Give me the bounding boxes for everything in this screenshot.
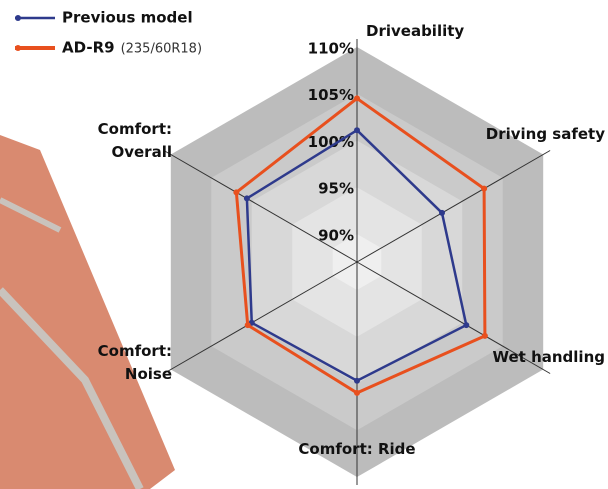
legend-marker [15,45,21,51]
page: 90%95%100%105%110% Previous modelAD-R9(2… [0,0,608,489]
data-point [354,390,360,396]
r-tick-label: 110% [308,40,354,58]
category-label: Wet handling [485,346,605,369]
data-point [481,186,487,192]
data-point [244,195,250,201]
data-point [354,378,360,384]
category-label: Comfort: Noise [70,340,172,386]
r-tick-label: 90% [318,226,354,244]
category-label: Driving safety [485,123,605,146]
data-point [354,95,360,101]
chart: 90%95%100%105%110% Previous modelAD-R9(2… [0,0,608,489]
category-label: Comfort: Overall [70,118,172,164]
data-point [439,210,445,216]
data-point [245,322,251,328]
legend-note: (235/60R18) [121,42,202,57]
category-label: Driveability [366,20,486,43]
legend-marker [15,15,21,21]
r-tick-label: 105% [308,86,354,104]
data-point [354,127,360,133]
data-point [233,189,239,195]
r-tick-label: 95% [318,180,354,198]
data-point [482,333,488,339]
data-point [463,322,469,328]
category-label: Comfort: Ride [277,438,437,461]
legend-label: Previous model [62,9,193,27]
legend-label: AD-R9 [62,39,115,57]
